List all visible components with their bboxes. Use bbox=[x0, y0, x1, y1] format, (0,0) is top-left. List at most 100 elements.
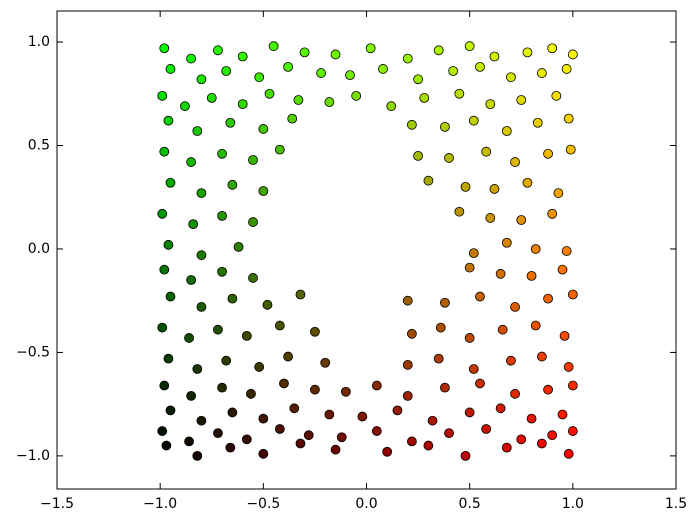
point bbox=[536, 351, 547, 362]
point bbox=[460, 450, 471, 461]
point bbox=[254, 362, 265, 372]
point bbox=[157, 90, 168, 101]
point bbox=[159, 264, 170, 275]
point bbox=[386, 101, 397, 112]
point bbox=[402, 295, 413, 306]
x-tick-label: −0.5 bbox=[246, 496, 280, 512]
point bbox=[188, 219, 199, 230]
point bbox=[543, 293, 553, 304]
point bbox=[547, 430, 558, 441]
point bbox=[248, 155, 258, 165]
point bbox=[186, 53, 197, 64]
point bbox=[283, 351, 293, 362]
point bbox=[536, 438, 547, 449]
point bbox=[567, 380, 578, 391]
point bbox=[444, 428, 454, 439]
point bbox=[262, 299, 273, 310]
point bbox=[299, 47, 310, 58]
point bbox=[427, 415, 438, 426]
point bbox=[287, 113, 298, 124]
point bbox=[559, 330, 570, 341]
point bbox=[165, 177, 176, 188]
point bbox=[497, 324, 508, 335]
point bbox=[165, 64, 176, 74]
point bbox=[351, 90, 362, 101]
point bbox=[495, 403, 506, 414]
y-tick-label: 0.5 bbox=[28, 138, 50, 154]
point bbox=[448, 66, 459, 76]
point bbox=[561, 64, 572, 74]
point bbox=[406, 328, 417, 339]
point bbox=[378, 64, 388, 74]
point bbox=[274, 144, 285, 155]
point bbox=[237, 51, 248, 62]
axes: −1.5 −1.0 −0.5 0.0 0.5 1.0 1.5 −1.0 −0.5 0.0 0.5 1.… bbox=[16, 11, 687, 512]
point bbox=[475, 61, 485, 72]
y-tick-label: 1.0 bbox=[28, 34, 50, 50]
point bbox=[246, 388, 256, 399]
point bbox=[264, 88, 275, 99]
point bbox=[310, 326, 320, 337]
point bbox=[475, 291, 485, 302]
point bbox=[485, 213, 496, 223]
point bbox=[402, 359, 413, 370]
point bbox=[217, 148, 227, 159]
point bbox=[217, 382, 227, 393]
x-tick-label: 0.5 bbox=[459, 496, 481, 512]
point bbox=[481, 424, 492, 434]
point bbox=[468, 364, 479, 374]
point bbox=[221, 66, 232, 76]
point bbox=[454, 206, 465, 217]
point bbox=[258, 413, 269, 424]
point bbox=[464, 41, 475, 52]
y-tick-label: −1.0 bbox=[16, 448, 50, 464]
point bbox=[336, 432, 347, 443]
point bbox=[435, 322, 446, 333]
point bbox=[180, 101, 190, 112]
point bbox=[543, 384, 553, 395]
point bbox=[274, 424, 285, 434]
point bbox=[563, 362, 574, 372]
points bbox=[157, 41, 578, 461]
point bbox=[536, 68, 547, 78]
point bbox=[440, 382, 450, 393]
point bbox=[563, 448, 574, 459]
point bbox=[481, 146, 492, 157]
point bbox=[433, 353, 444, 364]
point bbox=[320, 357, 331, 368]
point bbox=[161, 440, 172, 451]
point bbox=[547, 208, 558, 219]
point bbox=[567, 289, 578, 300]
point bbox=[495, 268, 506, 279]
point bbox=[289, 403, 300, 414]
point bbox=[157, 208, 168, 219]
point bbox=[233, 241, 244, 252]
point bbox=[402, 53, 413, 64]
point bbox=[316, 68, 327, 78]
point bbox=[258, 186, 269, 196]
point bbox=[330, 444, 341, 455]
point bbox=[464, 262, 475, 273]
point bbox=[159, 146, 170, 157]
plot-frame bbox=[56, 10, 677, 490]
point bbox=[345, 70, 355, 81]
point bbox=[227, 293, 238, 304]
point bbox=[279, 378, 289, 389]
point bbox=[402, 390, 413, 401]
point bbox=[157, 322, 168, 333]
x-tick-label: −1.5 bbox=[40, 496, 74, 512]
point bbox=[340, 386, 351, 397]
point bbox=[454, 88, 465, 99]
point bbox=[532, 117, 543, 128]
y-tick-label: 0.0 bbox=[28, 241, 50, 257]
point bbox=[561, 246, 572, 256]
point bbox=[165, 291, 176, 302]
point bbox=[184, 333, 194, 343]
point bbox=[206, 93, 217, 103]
point bbox=[241, 434, 252, 445]
x-tick-label: −1.0 bbox=[143, 496, 177, 512]
point bbox=[475, 378, 485, 389]
point bbox=[192, 450, 203, 461]
point bbox=[258, 124, 269, 134]
point bbox=[217, 266, 227, 277]
